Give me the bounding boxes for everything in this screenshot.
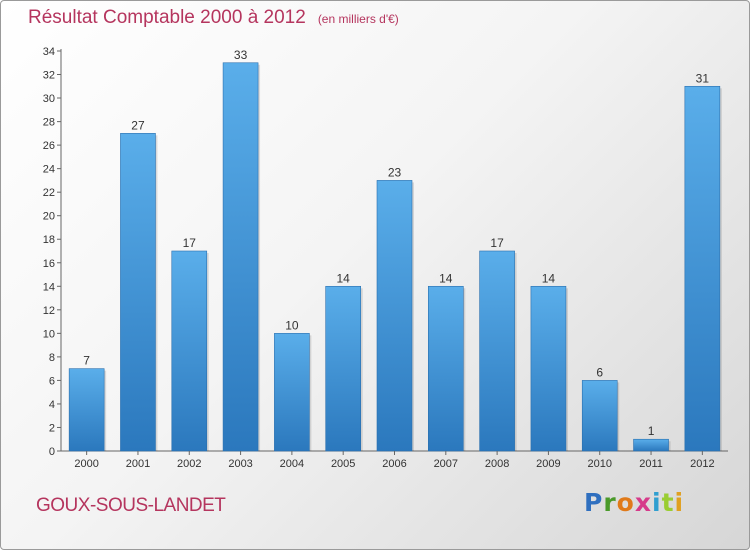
bar-value-label: 10 (285, 318, 299, 332)
x-tick-label: 2006 (382, 458, 406, 470)
y-tick-label: 12 (43, 305, 55, 317)
x-tick-label: 2004 (280, 458, 304, 470)
x-tick-label: 2008 (485, 458, 509, 470)
y-tick-label: 14 (43, 281, 55, 293)
x-tick-label: 2011 (639, 458, 663, 470)
y-tick-label: 34 (43, 46, 55, 58)
bar (684, 85, 721, 452)
x-tick-label: 2010 (587, 458, 611, 470)
y-tick-label: 0 (49, 446, 55, 458)
bar (581, 380, 618, 452)
y-tick-label: 20 (43, 211, 55, 223)
y-tick-label: 8 (49, 352, 55, 364)
y-tick-label: 2 (49, 422, 55, 434)
bar-value-label: 14 (542, 271, 556, 285)
bar (479, 250, 515, 452)
y-tick-label: 28 (43, 117, 55, 129)
logo-letter: r (603, 488, 617, 517)
bar-value-label: 27 (131, 118, 145, 132)
y-tick-label: 22 (43, 187, 55, 199)
proxiti-logo[interactable]: Proxiti (584, 488, 684, 517)
logo-letter: i (674, 488, 685, 517)
x-tick-label: 2003 (228, 458, 252, 470)
chart-title-main: Résultat Comptable 2000 à 2012 (28, 7, 306, 28)
bar-value-label: 23 (388, 165, 402, 179)
x-tick-label: 2012 (690, 458, 714, 470)
bar-value-label: 6 (596, 365, 603, 379)
bar-value-label: 33 (234, 48, 248, 62)
bar (428, 285, 464, 452)
x-tick-label: 2007 (434, 458, 458, 470)
bar (376, 180, 413, 452)
logo-letter: i (652, 488, 662, 517)
bar-value-label: 7 (83, 354, 90, 368)
y-tick-label: 6 (49, 375, 55, 387)
bar (530, 285, 567, 452)
bar (274, 333, 310, 452)
bar (68, 368, 105, 452)
y-tick-label: 18 (43, 234, 55, 246)
x-tick-label: 2009 (536, 458, 560, 470)
bar-value-label: 14 (337, 271, 351, 285)
bar-value-label: 1 (648, 424, 655, 438)
bar (171, 250, 208, 452)
logo-letter: P (584, 488, 604, 517)
logo-letter: t (661, 488, 675, 517)
chart-title: Résultat Comptable 2000 à 2012 (en millie… (28, 7, 399, 29)
y-tick-label: 4 (49, 399, 55, 411)
y-tick-label: 16 (43, 258, 55, 270)
y-tick-label: 32 (43, 70, 55, 82)
logo-letter: o (616, 488, 635, 517)
bar-value-label: 17 (183, 236, 197, 250)
logo-letter: x (634, 488, 652, 517)
chart-subtitle: (en milliers d'€) (317, 12, 399, 26)
location-label: GOUX-SOUS-LANDET (36, 495, 226, 516)
y-tick-label: 26 (43, 140, 55, 152)
bar (633, 438, 669, 452)
x-tick-label: 2001 (126, 458, 150, 470)
bar (222, 62, 259, 452)
x-tick-label: 2002 (177, 458, 201, 470)
bar-value-label: 14 (439, 271, 453, 285)
bar (325, 285, 361, 452)
y-tick-label: 30 (43, 93, 55, 105)
y-tick-label: 24 (43, 164, 55, 176)
y-tick-label: 10 (43, 328, 55, 340)
bar-value-label: 17 (490, 236, 504, 250)
bar-value-label: 31 (696, 71, 710, 85)
bar (120, 133, 156, 452)
x-tick-label: 2000 (74, 458, 98, 470)
x-tick-label: 2005 (331, 458, 355, 470)
